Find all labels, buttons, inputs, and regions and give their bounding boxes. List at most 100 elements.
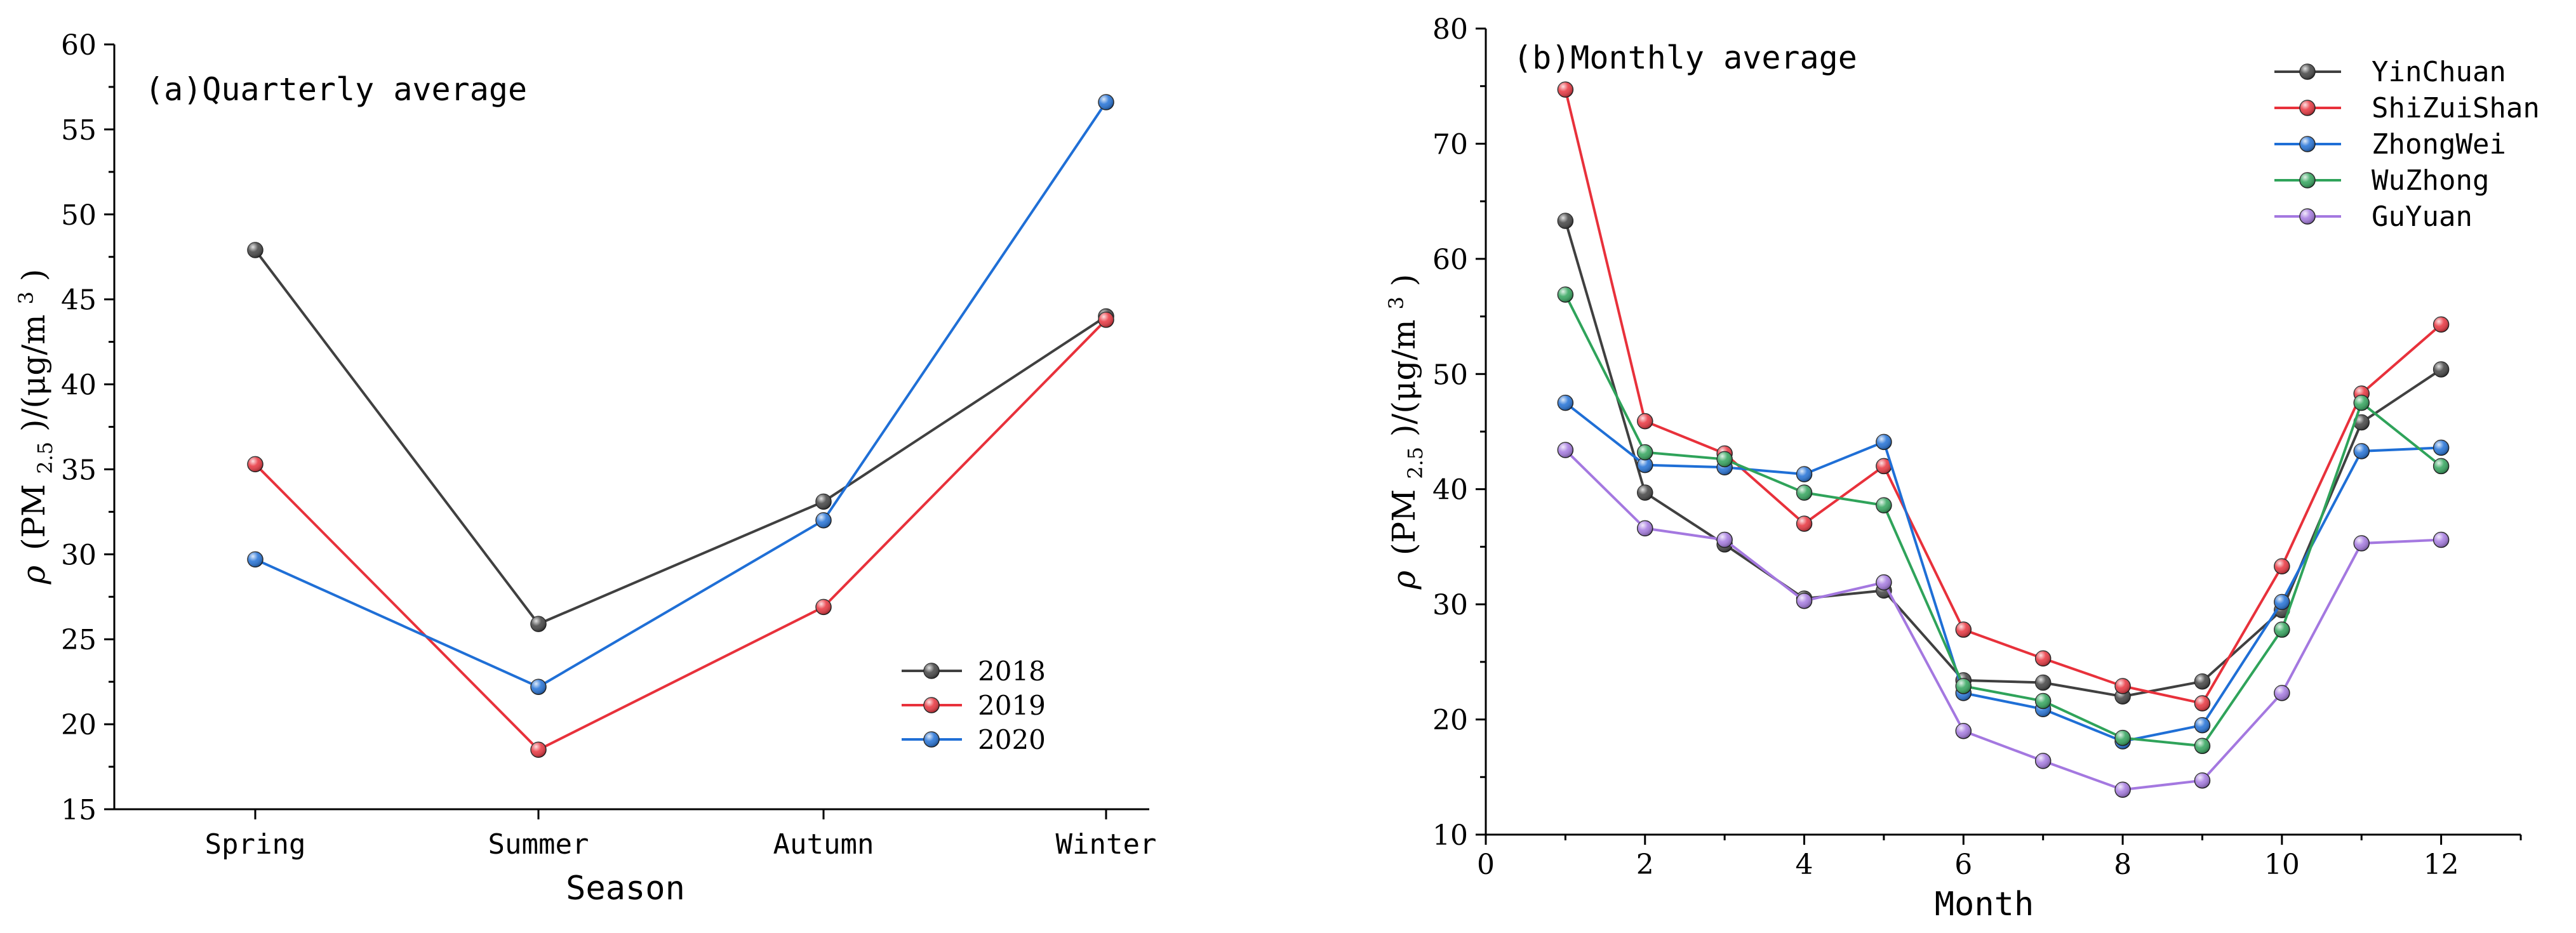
- monthly-y-tick-label: 40: [1432, 474, 1468, 506]
- quarterly-y-axis-sup: 3: [14, 291, 38, 304]
- quarterly-legend-item-2020: 2020: [902, 724, 1046, 755]
- monthly-legend-item-yinchuan: YinChuan: [2274, 56, 2506, 88]
- monthly-series-zhongwei: [1557, 394, 2450, 750]
- monthly-point-wuzhong-3: [1716, 451, 1733, 468]
- monthly-line-yinchuan: [1564, 220, 2442, 698]
- quarterly-legend-label: 2018: [978, 656, 1046, 687]
- monthly-legend-label: ZhongWei: [2372, 128, 2506, 161]
- quarterly-y-tick-label: 25: [61, 624, 97, 656]
- quarterly-series-2018: [247, 242, 1114, 632]
- monthly-y-tick-label: 50: [1432, 359, 1468, 391]
- quarterly-y-axis-rho: ρ: [15, 565, 52, 585]
- quarterly-y-tick-label: 30: [61, 539, 97, 571]
- monthly-point-zhongwei-11: [2353, 443, 2370, 460]
- monthly-point-wuzhong-9: [2194, 738, 2211, 755]
- quarterly-y-tick-label: 55: [61, 114, 97, 147]
- quarterly-legend-item-2019: 2019: [902, 690, 1046, 721]
- monthly-point-shizuishan-8: [2114, 678, 2131, 694]
- quarterly-point-2019-spring: [247, 456, 264, 473]
- monthly-point-guyuan-7: [2034, 753, 2052, 769]
- monthly-line-zhongwei: [1565, 402, 2441, 743]
- quarterly-legend-marker: [923, 731, 940, 748]
- monthly-legend-marker: [2299, 100, 2316, 116]
- monthly-legend-item-wuzhong: WuZhong: [2274, 164, 2489, 197]
- quarterly-y-tick-label: 35: [61, 454, 97, 486]
- quarterly-point-2019-winter: [1098, 312, 1114, 328]
- monthly-y-tick-label: 20: [1432, 705, 1468, 737]
- quarterly-y-axis-base: (PM: [15, 484, 52, 550]
- monthly-point-zhongwei-2: [1637, 456, 1653, 473]
- monthly-point-wuzhong-4: [1796, 484, 1813, 501]
- quarterly-point-2020-summer: [530, 678, 547, 695]
- monthly-point-wuzhong-12: [2433, 458, 2450, 475]
- monthly-series-guyuan: [1557, 442, 2450, 798]
- monthly-point-zhongwei-1: [1557, 394, 1574, 411]
- monthly-x-ticks: 0 2 4 6 8 10 12: [1477, 835, 2522, 881]
- monthly-point-guyuan-5: [1876, 574, 1892, 591]
- monthly-point-yinchuan-7: [2034, 674, 2052, 691]
- monthly-legend-label: WuZhong: [2372, 164, 2489, 197]
- monthly-legend-item-zhongwei: ZhongWei: [2274, 128, 2506, 161]
- quarterly-y-tick-label: 60: [61, 29, 97, 62]
- quarterly-legend-label: 2020: [978, 724, 1046, 755]
- quarterly-point-2019-summer: [530, 741, 547, 758]
- monthly-point-wuzhong-1: [1557, 286, 1574, 303]
- monthly-point-zhongwei-4: [1796, 466, 1813, 482]
- monthly-legend-marker: [2299, 136, 2316, 152]
- monthly-legend-label: GuYuan: [2372, 201, 2473, 233]
- quarterly-y-tick-label: 15: [61, 794, 97, 826]
- monthly-y-axis-base: (PM: [1385, 489, 1422, 555]
- monthly-y-axis-mid: )/(μg/m: [1385, 319, 1422, 437]
- quarterly-line-2018: [254, 249, 1107, 626]
- monthly-average-chart: 10 20 30 40 50 60 70 80 0 2 4 6 8 10 12 (b)Monthly av…: [1374, 13, 2540, 923]
- quarterly-y-ticks: 15 20 25 30 35 40 45 50 55 60: [61, 29, 114, 826]
- quarterly-y-axis-end: ): [15, 269, 52, 282]
- monthly-x-tick-label: 2: [1636, 849, 1654, 881]
- monthly-point-wuzhong-11: [2353, 394, 2370, 411]
- monthly-point-wuzhong-6: [1955, 678, 1972, 694]
- monthly-point-shizuishan-9: [2194, 695, 2211, 711]
- quarterly-x-tick-label-summer: Summer: [488, 828, 589, 861]
- monthly-point-shizuishan-6: [1955, 621, 1972, 638]
- quarterly-series-2019: [247, 312, 1114, 758]
- quarterly-legend-marker: [923, 697, 940, 713]
- monthly-point-shizuishan-2: [1637, 413, 1653, 430]
- quarterly-point-2019-autumn: [815, 599, 832, 616]
- monthly-x-tick-label: 12: [2424, 849, 2459, 881]
- monthly-legend-item-shizuishan: ShiZuiShan: [2274, 92, 2540, 124]
- monthly-y-axis-sub: 2.5: [1403, 447, 1427, 479]
- monthly-y-ticks: 10 20 30 40 50 60 70 80: [1432, 13, 1486, 852]
- monthly-point-guyuan-6: [1955, 722, 1972, 739]
- monthly-point-yinchuan-1: [1557, 213, 1574, 229]
- quarterly-series-2020: [247, 94, 1114, 695]
- quarterly-x-tick-label-winter: Winter: [1056, 828, 1157, 861]
- monthly-x-tick-label: 10: [2264, 849, 2300, 881]
- quarterly-y-tick-label: 50: [61, 199, 97, 232]
- monthly-legend-marker: [2299, 208, 2316, 225]
- quarterly-legend-item-2018: 2018: [902, 656, 1046, 687]
- monthly-y-tick-label: 80: [1432, 13, 1468, 46]
- quarterly-x-tick-label-spring: Spring: [205, 828, 306, 861]
- monthly-point-wuzhong-5: [1876, 497, 1892, 513]
- monthly-point-yinchuan-9: [2194, 673, 2211, 690]
- monthly-point-guyuan-10: [2274, 685, 2290, 701]
- quarterly-legend-marker: [923, 663, 940, 679]
- quarterly-title: (a)Quarterly average: [145, 71, 527, 108]
- monthly-point-guyuan-12: [2433, 531, 2450, 548]
- monthly-y-axis-title: ρ (PM 2.5 )/(μg/m 3 ): [1374, 274, 1430, 590]
- monthly-series-shizuishan: [1557, 81, 2450, 711]
- quarterly-point-2018-autumn: [815, 493, 832, 510]
- quarterly-x-ticks: Spring Summer Autumn Winter: [205, 809, 1157, 861]
- monthly-x-axis-title: Month: [1935, 885, 2034, 923]
- monthly-line-guyuan: [1564, 449, 2441, 791]
- monthly-point-shizuishan-4: [1796, 515, 1813, 532]
- monthly-x-tick-label: 8: [2114, 849, 2132, 881]
- quarterly-point-2020-autumn: [815, 512, 832, 529]
- monthly-point-guyuan-1: [1557, 442, 1574, 458]
- quarterly-series: [247, 94, 1114, 758]
- quarterly-y-tick-label: 45: [61, 284, 97, 317]
- monthly-point-yinchuan-11: [2353, 414, 2370, 431]
- monthly-point-guyuan-4: [1796, 592, 1813, 609]
